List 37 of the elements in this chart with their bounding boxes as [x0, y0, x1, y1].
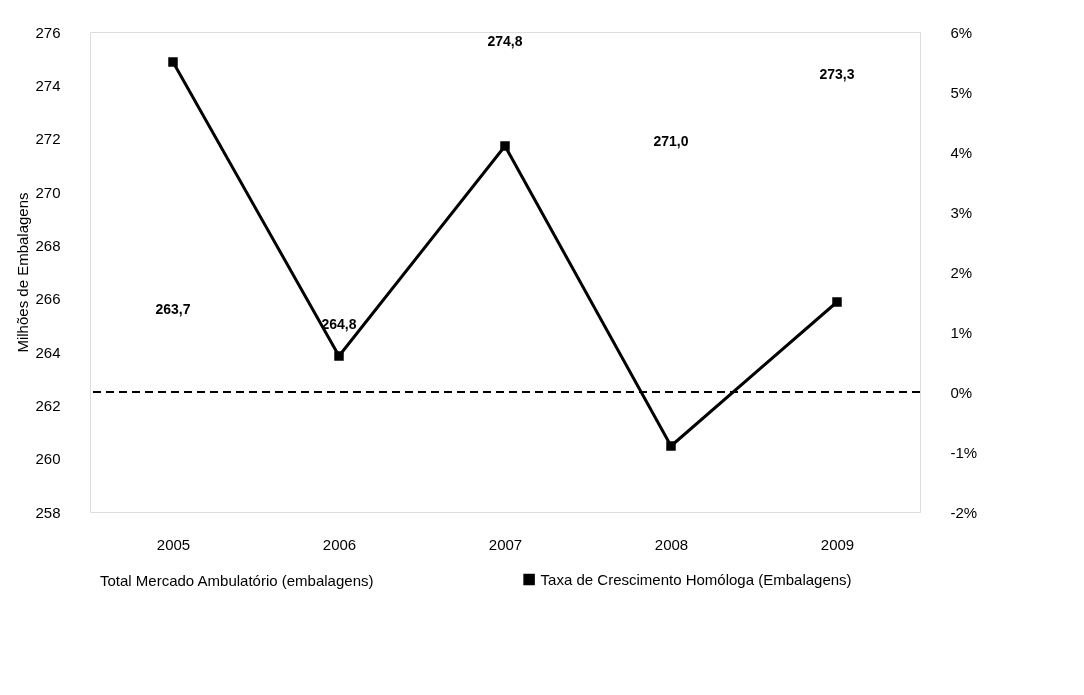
- x-tick-label: 2009: [820, 535, 855, 553]
- y-tick-label: 276: [35, 23, 61, 41]
- y-tick-label: 264: [35, 343, 61, 361]
- point: [500, 141, 510, 151]
- x-tick-label: 2005: [156, 535, 191, 553]
- point: [832, 297, 842, 307]
- y-axis-title: Milhões de Embalagens: [14, 192, 32, 353]
- y2-tick-label: -2%: [950, 503, 978, 521]
- y-tick-label: 260: [35, 450, 61, 468]
- x-tick-label: 2007: [488, 535, 523, 553]
- point: [334, 351, 344, 361]
- point: [168, 57, 178, 67]
- y-tick-label: 258: [35, 503, 61, 521]
- y-tick-label: 268: [35, 236, 61, 254]
- annotation: 271,0: [653, 133, 689, 150]
- y2-tick-label: 5%: [950, 83, 973, 101]
- x-tick-label: 2008: [654, 535, 689, 553]
- legend-label: Taxa de Crescimento Homóloga (Embalagens): [540, 570, 852, 588]
- annotation: 264,8: [321, 315, 357, 332]
- annotation: 274,8: [487, 32, 523, 49]
- y2-tick-label: 0%: [950, 383, 973, 401]
- y-tick-label: 266: [35, 290, 61, 308]
- y-tick-label: 262: [35, 396, 61, 414]
- text: Total Mercado Ambulatório (embalagens): [100, 572, 374, 589]
- y2-tick-label: 2%: [950, 263, 973, 281]
- y2-tick-label: 6%: [950, 23, 973, 41]
- y-tick-label: 272: [35, 130, 61, 148]
- point: [666, 441, 676, 451]
- x-tick-label: 2006: [322, 535, 357, 553]
- annotation: 273,3: [819, 66, 855, 83]
- y2-tick-label: 1%: [950, 323, 973, 341]
- y2-tick-label: 3%: [950, 203, 973, 221]
- y-tick-label: 270: [35, 183, 61, 201]
- annotation: 263,7: [155, 301, 191, 318]
- y2-tick-label: 4%: [950, 143, 973, 161]
- y2-tick-label: -1%: [950, 443, 978, 461]
- y-tick-label: 274: [35, 76, 61, 94]
